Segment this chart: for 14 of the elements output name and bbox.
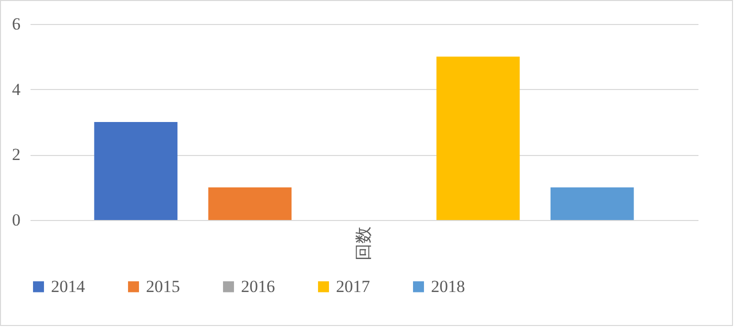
legend-label: 2015 xyxy=(146,276,180,296)
bar xyxy=(436,56,520,220)
y-tick-label: 4 xyxy=(12,80,21,99)
bar xyxy=(550,187,634,220)
legend-label: 2018 xyxy=(431,276,465,296)
y-tick-label: 0 xyxy=(12,210,20,230)
legend-label: 2017 xyxy=(336,276,370,296)
y-tick-label: 6 xyxy=(12,14,20,34)
legend-label: 2014 xyxy=(51,276,86,296)
bar xyxy=(208,187,292,220)
x-tick-label: 回数 xyxy=(354,226,373,260)
bar xyxy=(94,122,178,220)
y-tick-label: 2 xyxy=(12,145,20,164)
legend-label: 2016 xyxy=(241,276,275,296)
